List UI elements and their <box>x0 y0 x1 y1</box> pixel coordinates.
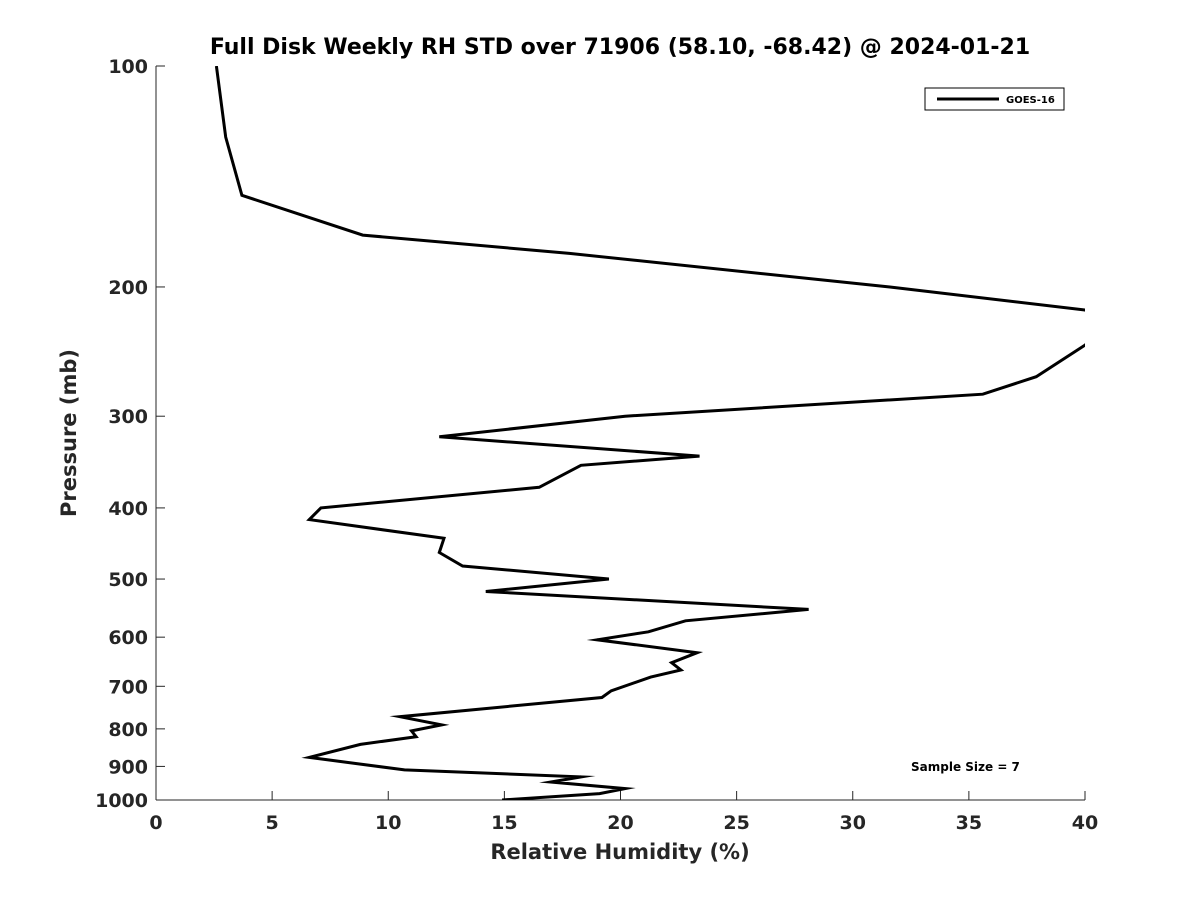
y-tick-label: 1000 <box>95 790 148 812</box>
x-tick-label: 10 <box>375 812 401 834</box>
x-tick-label: 30 <box>840 812 866 834</box>
y-tick-label: 800 <box>108 719 148 741</box>
x-tick-label: 40 <box>1072 812 1098 834</box>
x-axis-label: Relative Humidity (%) <box>490 840 749 864</box>
chart-title: Full Disk Weekly RH STD over 71906 (58.1… <box>210 35 1030 60</box>
y-tick-label: 300 <box>108 406 148 428</box>
legend: GOES-16 <box>924 87 1065 111</box>
y-tick-label: 100 <box>108 56 148 78</box>
x-tick-label: 20 <box>607 812 633 834</box>
y-tick-label: 200 <box>108 277 148 299</box>
y-tick-label: 600 <box>108 627 148 649</box>
x-tick-label: 5 <box>266 812 279 834</box>
y-tick-label: 400 <box>108 498 148 520</box>
x-tick-label: 15 <box>491 812 517 834</box>
x-axis: 0 5 10 15 20 25 30 35 40 <box>149 791 1098 834</box>
sample-size-annotation: Sample Size = 7 <box>911 760 1020 774</box>
series-layer <box>214 66 1085 800</box>
y-tick-label: 700 <box>108 676 148 698</box>
y-axis: 100 200 300 400 500 600 700 800 900 1000 <box>95 56 165 812</box>
x-tick-label: 0 <box>149 812 162 834</box>
series-line-goes-16 <box>214 66 1085 800</box>
x-tick-label: 35 <box>956 812 982 834</box>
y-axis-label: Pressure (mb) <box>57 349 81 517</box>
legend-entry-goes-16: GOES-16 <box>1006 95 1055 106</box>
x-tick-label: 25 <box>723 812 749 834</box>
y-tick-label: 500 <box>108 569 148 591</box>
y-tick-label: 900 <box>108 756 148 778</box>
